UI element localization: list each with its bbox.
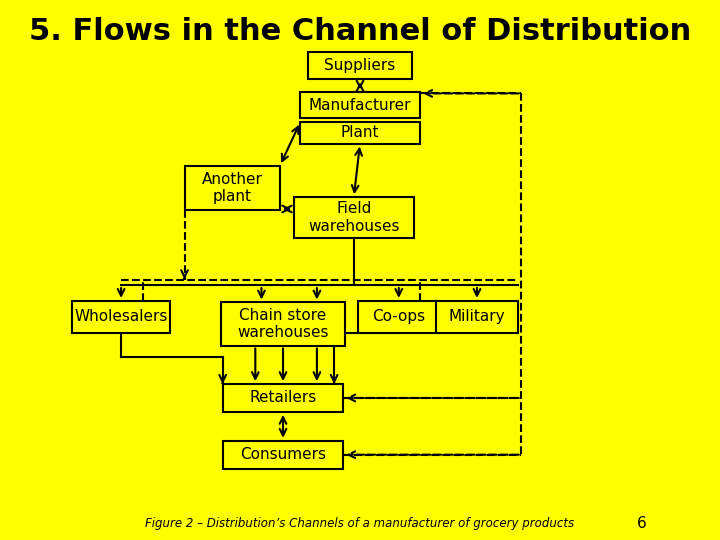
Text: Another
plant: Another plant xyxy=(202,172,263,204)
Text: Suppliers: Suppliers xyxy=(325,58,395,73)
FancyBboxPatch shape xyxy=(72,301,171,333)
FancyBboxPatch shape xyxy=(294,197,414,238)
Text: Figure 2 – Distribution’s Channels of a manufacturer of grocery products: Figure 2 – Distribution’s Channels of a … xyxy=(145,517,575,530)
FancyBboxPatch shape xyxy=(222,302,345,346)
Text: 6: 6 xyxy=(636,516,647,531)
FancyBboxPatch shape xyxy=(300,92,420,118)
Text: Manufacturer: Manufacturer xyxy=(309,98,411,113)
FancyBboxPatch shape xyxy=(307,52,413,79)
Text: Field
warehouses: Field warehouses xyxy=(308,201,400,234)
Text: Military: Military xyxy=(449,309,505,325)
FancyBboxPatch shape xyxy=(223,441,343,469)
FancyBboxPatch shape xyxy=(436,301,518,333)
FancyBboxPatch shape xyxy=(300,122,420,144)
Text: 5. Flows in the Channel of Distribution: 5. Flows in the Channel of Distribution xyxy=(29,17,691,46)
Text: Plant: Plant xyxy=(341,125,379,140)
Text: Consumers: Consumers xyxy=(240,447,326,462)
Text: Chain store
warehouses: Chain store warehouses xyxy=(238,308,329,340)
Text: Wholesalers: Wholesalers xyxy=(74,309,168,325)
FancyBboxPatch shape xyxy=(223,384,343,412)
FancyBboxPatch shape xyxy=(185,166,280,210)
FancyBboxPatch shape xyxy=(358,301,439,333)
Text: Co-ops: Co-ops xyxy=(372,309,426,325)
Text: Retailers: Retailers xyxy=(249,390,317,406)
